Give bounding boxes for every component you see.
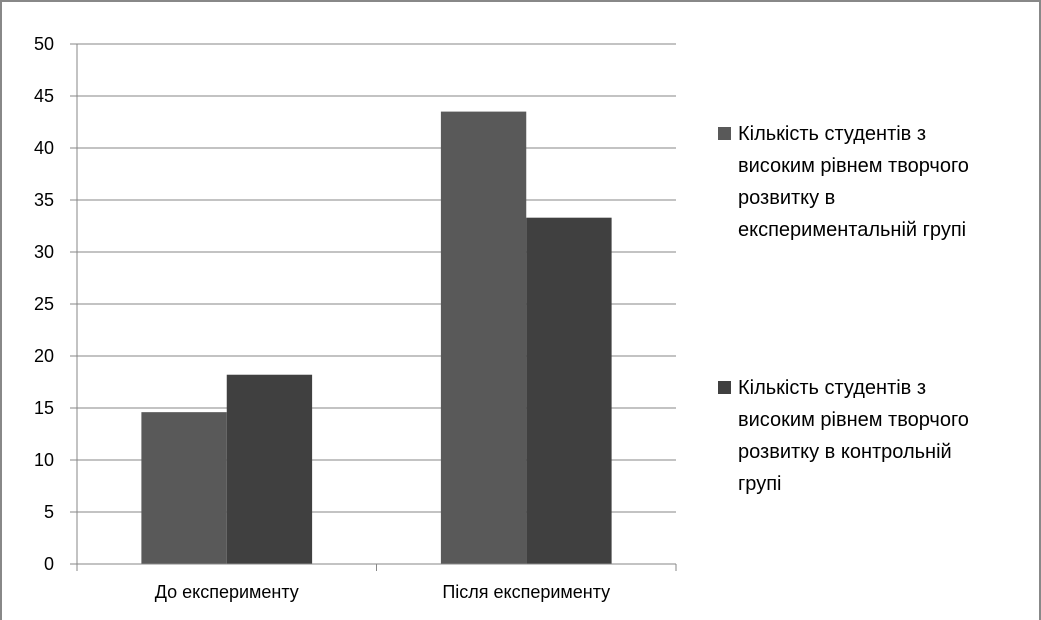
- bar-series-2-category-1: [226, 374, 313, 564]
- bars: [141, 111, 612, 564]
- legend: Кількість студентів з високим рівнем твор…: [718, 123, 969, 495]
- bar-series-2-category-2: [526, 217, 612, 564]
- y-axis-tick-labels: 0 5 10 15 20 25 30 35 40 45 50: [34, 34, 54, 574]
- y-tick-label: 45: [34, 86, 54, 106]
- legend-label-line: Кількість студентів з: [738, 377, 926, 399]
- axes: [70, 44, 677, 571]
- y-tick-label: 35: [34, 190, 54, 210]
- legend-item-2: Кількість студентів з високим рівнем твор…: [718, 377, 969, 495]
- legend-label-line: розвитку в: [738, 187, 835, 209]
- x-tick-label: До експерименту: [155, 582, 299, 602]
- x-tick-label: Після експерименту: [442, 582, 610, 602]
- bar-series-1-category-1: [141, 412, 227, 564]
- legend-swatch: [718, 127, 731, 140]
- legend-item-1: Кількість студентів з високим рівнем твор…: [718, 123, 969, 241]
- legend-label-line: високим рівнем творчого: [738, 155, 969, 177]
- legend-label-line: групі: [738, 473, 781, 495]
- legend-label-line: високим рівнем творчого: [738, 409, 969, 431]
- legend-swatch: [718, 381, 731, 394]
- y-tick-label: 5: [44, 502, 54, 522]
- y-tick-label: 20: [34, 346, 54, 366]
- y-tick-label: 30: [34, 242, 54, 262]
- bar-series-1-category-2: [440, 111, 527, 564]
- y-tick-label: 25: [34, 294, 54, 314]
- y-tick-label: 10: [34, 450, 54, 470]
- x-axis-tick-labels: До експерименту Після експерименту: [155, 582, 610, 602]
- y-tick-label: 15: [34, 398, 54, 418]
- legend-label-line: експериментальній групі: [738, 219, 966, 241]
- legend-label-line: Кількість студентів з: [738, 123, 926, 145]
- y-tick-label: 40: [34, 138, 54, 158]
- legend-label-line: розвитку в контрольній: [738, 441, 952, 463]
- y-tick-label: 50: [34, 34, 54, 54]
- y-tick-label: 0: [44, 554, 54, 574]
